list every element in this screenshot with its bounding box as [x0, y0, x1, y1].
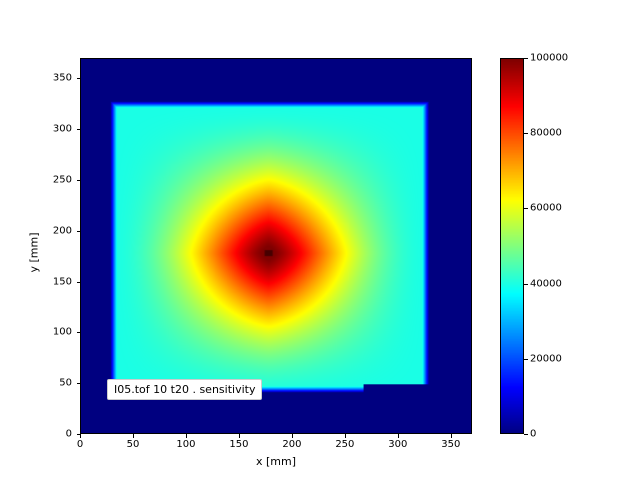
x-tick-mark	[397, 434, 399, 438]
x-tick-mark	[238, 434, 240, 438]
y-tick-label: 100	[52, 326, 72, 338]
y-tick-mark	[76, 383, 80, 385]
y-tick-mark	[76, 332, 80, 334]
x-tick-mark	[450, 434, 452, 438]
colorbar-tick-mark	[524, 434, 528, 435]
x-tick-label: 50	[126, 439, 140, 450]
y-tick-mark	[76, 129, 80, 131]
colorbar-tick-label: 40000	[530, 278, 562, 290]
x-tick-label: 250	[335, 439, 355, 450]
y-tick-mark	[76, 281, 80, 283]
colorbar-tick-mark	[524, 133, 528, 135]
y-tick-label: 250	[52, 174, 72, 186]
colorbar-tick-mark	[524, 358, 528, 360]
y-tick-label: 300	[52, 123, 72, 135]
annotation-label: I05.tof 10 t20 . sensitivity	[107, 379, 263, 400]
y-tick-mark	[76, 78, 80, 80]
x-tick-label: 300	[388, 439, 408, 450]
colorbar[interactable]	[500, 58, 524, 434]
y-tick-label: 150	[52, 276, 72, 288]
colorbar-tick-label: 80000	[530, 127, 562, 139]
y-tick-mark	[76, 179, 80, 181]
x-tick-label: 100	[176, 439, 196, 450]
colorbar-tick-mark	[524, 58, 528, 59]
y-tick-label: 0	[65, 428, 72, 440]
colorbar-tick-label: 20000	[530, 353, 562, 365]
y-axis-label: y [mm]	[27, 232, 41, 273]
x-tick-mark	[344, 434, 346, 438]
colorbar-tick-label: 0	[530, 428, 537, 440]
colorbar-tick-mark	[524, 208, 528, 210]
x-tick-label: 0	[76, 439, 84, 450]
colorbar-tick-mark	[524, 283, 528, 285]
colorbar-tick-label: 60000	[530, 202, 562, 214]
heatmap-image	[81, 59, 471, 433]
x-tick-label: 150	[229, 439, 249, 450]
y-tick-label: 200	[52, 225, 72, 237]
x-tick-mark	[185, 434, 187, 438]
x-axis-label: x [mm]	[255, 455, 297, 468]
x-tick-label: 350	[441, 439, 461, 450]
y-tick-label: 350	[52, 72, 72, 84]
x-tick-label: 200	[282, 439, 302, 450]
heatmap-axes[interactable]: I05.tof 10 t20 . sensitivity	[80, 58, 472, 434]
y-tick-label: 50	[59, 377, 72, 389]
colorbar-tick-label: 100000	[530, 52, 569, 64]
colorbar-gradient	[501, 59, 523, 433]
x-tick-mark	[291, 434, 293, 438]
y-tick-mark	[76, 434, 80, 435]
y-tick-mark	[76, 230, 80, 232]
x-tick-mark	[80, 434, 81, 438]
x-tick-mark	[132, 434, 134, 438]
